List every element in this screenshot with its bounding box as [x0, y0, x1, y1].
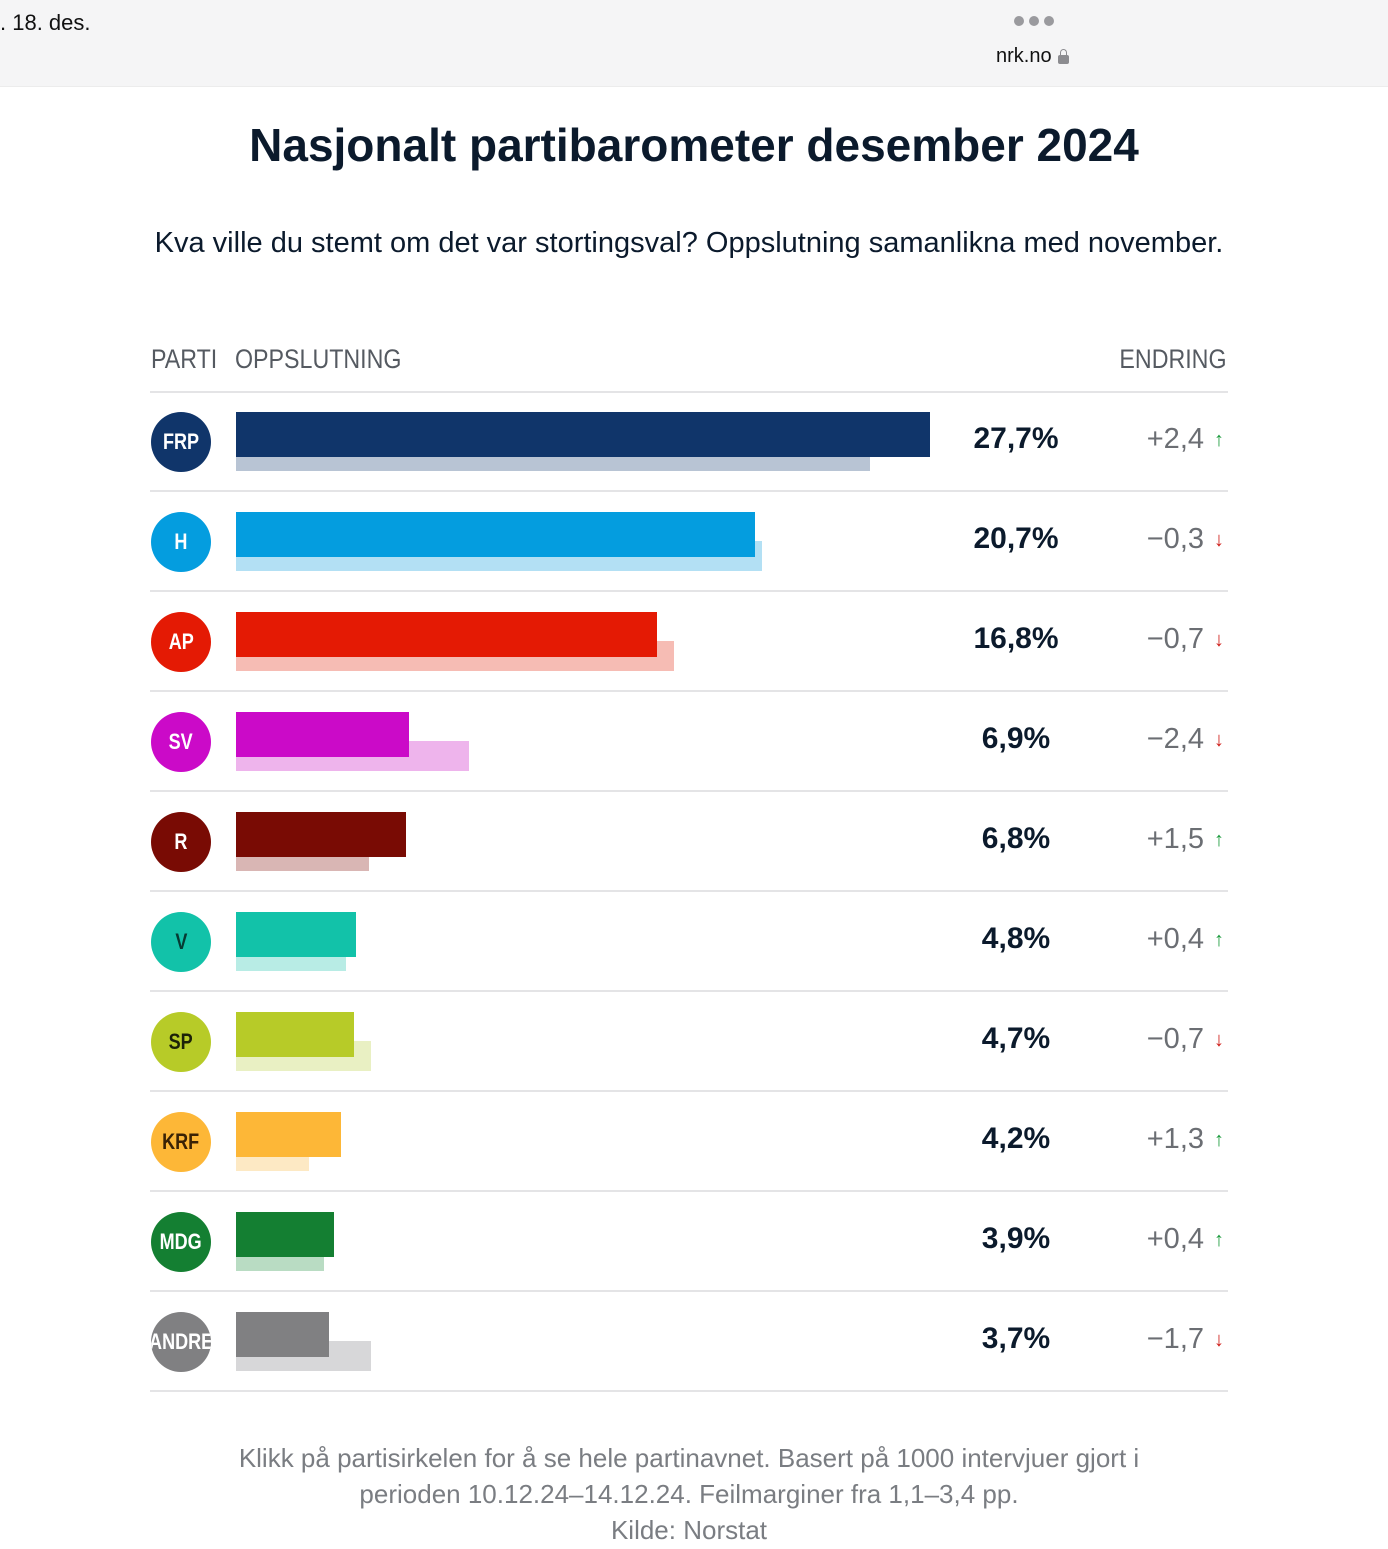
ellipsis-icon[interactable] [1014, 16, 1054, 26]
support-value: 20,7% [973, 522, 1059, 555]
bar-current-sv [236, 712, 409, 757]
arrow-down-icon: ↓ [1214, 1029, 1224, 1051]
change-value: −0,7 [1146, 1023, 1204, 1055]
header-divider [150, 391, 1228, 393]
support-value: 4,2% [981, 1122, 1051, 1155]
row-divider [150, 1190, 1228, 1192]
party-circle-ap[interactable]: AP [151, 612, 211, 672]
change-value: +2,4 [1146, 423, 1204, 455]
bar-current-sp [236, 1012, 354, 1057]
party-abbreviation: SV [168, 729, 194, 754]
party-row-mdg: MDG 3,9% +0,4 ↑ [150, 1192, 1228, 1292]
support-value: 3,7% [981, 1322, 1051, 1355]
footer-source: Kilde: Norstat [610, 1515, 768, 1545]
arrow-up-icon: ↑ [1214, 829, 1224, 851]
party-abbreviation: KRF [162, 1129, 200, 1154]
arrow-up-icon: ↑ [1214, 1229, 1224, 1251]
party-abbreviation: H [174, 529, 188, 554]
support-value: 6,9% [981, 722, 1051, 755]
party-circle-frp[interactable]: FRP [151, 412, 211, 472]
lock-icon [1057, 48, 1069, 64]
row-divider [150, 590, 1228, 592]
row-divider [150, 690, 1228, 692]
address-bar[interactable]: nrk.no [996, 45, 1069, 68]
change-value: −2,4 [1146, 723, 1204, 755]
party-circle-sp[interactable]: SP [151, 1012, 211, 1072]
row-divider [150, 990, 1228, 992]
party-row-krf: KRF 4,2% +1,3 ↑ [150, 1092, 1228, 1192]
bar-current-andre [236, 1312, 329, 1357]
row-divider [150, 490, 1228, 492]
chart-footer: Klikk på partisirkelen for å se hele par… [150, 1440, 1228, 1548]
party-circle-h[interactable]: H [151, 512, 211, 572]
change-value: −1,7 [1146, 1323, 1204, 1355]
arrow-down-icon: ↓ [1214, 529, 1224, 551]
change-value: +1,5 [1146, 823, 1204, 855]
bar-current-krf [236, 1112, 342, 1157]
party-abbreviation: V [174, 929, 188, 954]
footer-note-line1: Klikk på partisirkelen for å se hele par… [238, 1443, 1140, 1473]
support-value: 4,7% [981, 1022, 1051, 1055]
support-value: 6,8% [981, 822, 1051, 855]
party-circle-r[interactable]: R [151, 812, 211, 872]
party-circle-krf[interactable]: KRF [151, 1112, 211, 1172]
bar-current-frp [236, 412, 930, 457]
change-value: +0,4 [1146, 1223, 1204, 1255]
column-header-party: PARTI [151, 344, 218, 374]
row-divider [150, 790, 1228, 792]
bar-current-ap [236, 612, 657, 657]
change-value: +1,3 [1146, 1123, 1204, 1155]
support-value: 27,7% [973, 422, 1059, 455]
arrow-up-icon: ↑ [1214, 929, 1224, 951]
support-value: 3,9% [981, 1222, 1051, 1255]
party-row-sv: SV 6,9% −2,4 ↓ [150, 692, 1228, 792]
column-header-change: ENDRING [1119, 344, 1227, 374]
change-value: −0,3 [1146, 523, 1204, 555]
bar-current-v [236, 912, 357, 957]
browser-top-bar: . 18. des. nrk.no [0, 0, 1388, 87]
support-value: 16,8% [973, 622, 1059, 655]
chart-title: Nasjonalt partibarometer desember 2024 [249, 119, 1139, 171]
status-date: . 18. des. [0, 10, 91, 35]
party-abbreviation: SP [168, 1029, 194, 1054]
bar-current-r [236, 812, 407, 857]
row-divider [150, 1290, 1228, 1292]
change-value: +0,4 [1146, 923, 1204, 955]
party-abbreviation: AP [168, 629, 194, 654]
party-row-r: R 6,8% +1,5 ↑ [150, 792, 1228, 892]
party-circle-sv[interactable]: SV [151, 712, 211, 772]
party-row-andre: ANDRE 3,7% −1,7 ↓ [150, 1292, 1228, 1392]
chart-subtitle: Kva ville du stemt om det var stortingsv… [154, 227, 1224, 259]
arrow-up-icon: ↑ [1214, 429, 1224, 451]
column-header-support: OPPSLUTNING [235, 344, 402, 374]
row-divider [150, 890, 1228, 892]
arrow-down-icon: ↓ [1214, 629, 1224, 651]
arrow-up-icon: ↑ [1214, 1129, 1224, 1151]
party-abbreviation: FRP [162, 429, 200, 454]
party-row-v: V 4,8% +0,4 ↑ [150, 892, 1228, 992]
party-row-sp: SP 4,7% −0,7 ↓ [150, 992, 1228, 1092]
party-circle-v[interactable]: V [151, 912, 211, 972]
bar-current-h [236, 512, 755, 557]
row-divider [150, 1090, 1228, 1092]
party-abbreviation: R [174, 829, 188, 854]
arrow-down-icon: ↓ [1214, 729, 1224, 751]
change-value: −0,7 [1146, 623, 1204, 655]
party-row-h: H 20,7% −0,3 ↓ [150, 492, 1228, 592]
bar-current-mdg [236, 1212, 334, 1257]
arrow-down-icon: ↓ [1214, 1329, 1224, 1351]
footer-note-line2: perioden 10.12.24–14.12.24. Feilmarginer… [359, 1479, 1019, 1509]
support-value: 4,8% [981, 922, 1051, 955]
row-divider [150, 1390, 1228, 1392]
party-circle-andre[interactable]: ANDRE [151, 1312, 211, 1372]
party-row-ap: AP 16,8% −0,7 ↓ [150, 592, 1228, 692]
party-abbreviation: MDG [159, 1229, 203, 1254]
party-row-frp: FRP 27,7% +2,4 ↑ [150, 392, 1228, 492]
party-circle-mdg[interactable]: MDG [151, 1212, 211, 1272]
party-abbreviation: ANDRE [151, 1329, 211, 1354]
url-text: nrk.no [996, 45, 1052, 67]
